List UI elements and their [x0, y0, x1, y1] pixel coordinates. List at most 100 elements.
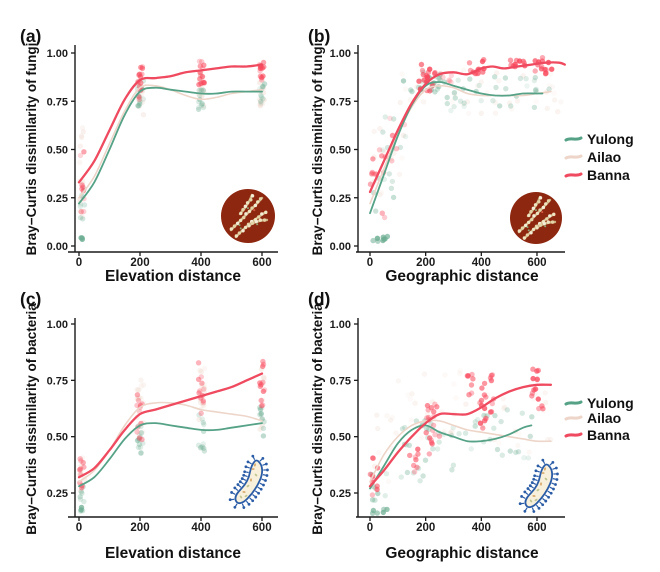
pilus: [232, 492, 236, 495]
scatter-point: [465, 373, 471, 379]
scatter-point: [395, 378, 402, 384]
pilus-dot: [554, 483, 557, 486]
x-tick-label: 400: [191, 522, 210, 534]
scatter-point: [508, 103, 514, 109]
scatter-point: [79, 182, 86, 188]
pilus-dot: [549, 491, 553, 495]
scatter-point: [258, 98, 264, 104]
scatter-point: [449, 428, 455, 435]
scatter-point: [377, 126, 383, 132]
spore-dot: [242, 215, 246, 220]
spore-dot: [523, 223, 528, 228]
scatter-point: [424, 402, 431, 409]
scatter-point: [261, 374, 267, 380]
scatter-point: [478, 110, 484, 117]
legend-swatch: [564, 415, 583, 421]
scatter-point: [509, 106, 515, 112]
y-axis-title: Bray−Curtis dissimilarity of bacteria: [24, 303, 39, 535]
scatter-point: [531, 77, 538, 84]
bacteria-body: [524, 463, 554, 509]
x-tick-label: 200: [416, 522, 435, 534]
scatter-point: [507, 448, 513, 454]
scatter-point: [434, 404, 440, 410]
spore-dot: [535, 211, 540, 216]
scatter-point: [201, 385, 208, 391]
scatter-point: [372, 497, 378, 503]
scatter-point: [373, 208, 379, 214]
scatter-point: [81, 202, 88, 208]
pilus-dot: [230, 491, 234, 494]
spore-accent: [238, 224, 241, 227]
spore-accent: [526, 226, 529, 229]
spore-dot: [527, 213, 531, 218]
pilus: [538, 465, 542, 469]
scatter-point: [200, 398, 206, 404]
spore-dot: [258, 218, 263, 222]
panel-label: (b): [308, 26, 330, 46]
scatter-point: [200, 401, 206, 407]
scatter-point: [413, 457, 419, 463]
scatter-point: [77, 143, 84, 149]
scatter-point: [384, 233, 391, 240]
scatter-point: [79, 455, 86, 461]
panel-c: (c) 0 200 400 600 0.25 0.50 0.75 1.00 Elevation d…: [20, 289, 278, 562]
y-tick-label: 0.25: [330, 488, 351, 500]
pilus: [244, 475, 248, 478]
scatter-point: [407, 396, 414, 402]
y-tick-label: 0.00: [47, 241, 68, 253]
spore-dot: [258, 197, 263, 201]
scatter-point: [371, 128, 377, 135]
pilus: [234, 503, 238, 507]
scatter-point: [384, 413, 390, 419]
legend-swatch: [564, 136, 583, 142]
pilus-dot: [251, 454, 255, 458]
scatter-point: [415, 465, 422, 472]
pilus-dot: [264, 479, 267, 482]
scatter-point: [457, 368, 463, 374]
fungi-circle: [221, 189, 275, 243]
scatter-point: [488, 377, 495, 384]
scatter-point: [77, 466, 84, 472]
scatter-point: [427, 435, 433, 441]
scatter-point: [80, 129, 87, 135]
pilus: [522, 496, 526, 499]
spore-dot: [533, 203, 538, 207]
scatter-point: [546, 86, 552, 92]
scatter-point: [534, 368, 540, 374]
x-tick-label: 400: [472, 522, 491, 534]
y-tick-label: 1.00: [47, 319, 68, 331]
scatter-point: [378, 190, 384, 196]
scatter-point: [258, 397, 264, 404]
scatter-point: [78, 209, 85, 215]
scatter-point: [259, 403, 265, 409]
pilus-dot: [244, 465, 248, 469]
x-tick-label: 600: [527, 522, 546, 534]
scatter-point: [261, 387, 268, 393]
legend-item-yulong: Yulong: [564, 131, 634, 147]
scatter-point: [258, 94, 265, 100]
scatter-point: [532, 68, 538, 74]
scatter-point: [134, 437, 141, 444]
scatter-point: [139, 436, 145, 443]
scatter-point: [382, 114, 388, 120]
scatter-point: [198, 410, 204, 416]
scatter-point: [387, 115, 393, 122]
scatter-point: [552, 97, 558, 103]
bacteria-speckle: [532, 495, 536, 497]
scatter-point: [200, 88, 206, 94]
spore-dot: [244, 212, 248, 216]
scatter-point: [513, 449, 519, 456]
pilus-dot: [544, 499, 548, 503]
scatter-point: [389, 414, 395, 421]
scatter-point: [201, 365, 208, 372]
spore-accent: [544, 225, 547, 228]
trend-line-yulong: [369, 424, 533, 490]
pilus-dot: [537, 506, 541, 510]
scatter-point: [77, 456, 83, 462]
scatter-point: [136, 103, 142, 109]
pilus: [539, 501, 543, 505]
scatter-point: [77, 215, 84, 221]
pilus: [530, 485, 534, 489]
scatter-point: [425, 69, 432, 76]
